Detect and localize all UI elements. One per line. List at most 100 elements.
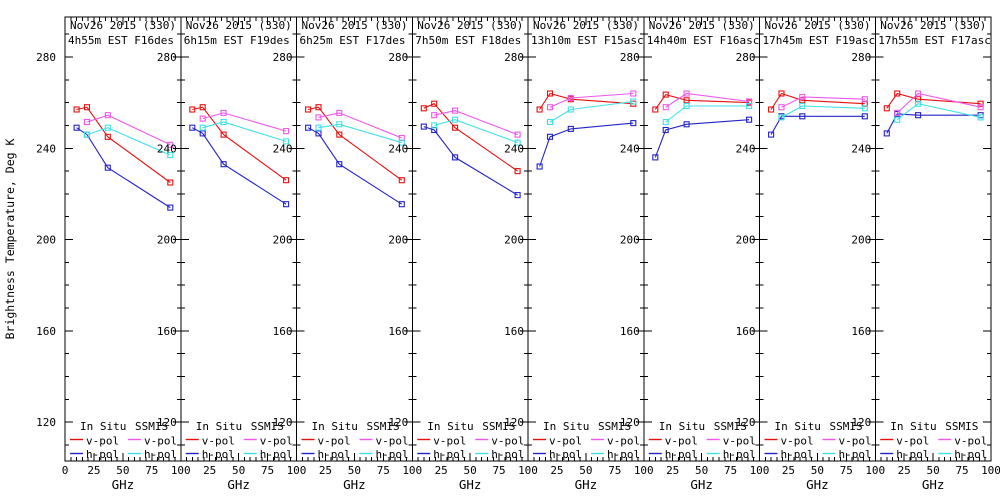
legend-group-title: In Situ	[543, 420, 589, 433]
series-ssmis_v-line	[86, 114, 171, 146]
panel-title-date: Nov26 2015 (330)	[765, 19, 871, 32]
data-point-ssmis_h	[220, 118, 227, 126]
data-point-ssmis_h	[83, 131, 91, 138]
data-point-ssmis_h	[894, 116, 901, 123]
data-point-ssmis_h	[336, 121, 343, 128]
data-point-insitu_h	[305, 124, 312, 131]
y-tick-label: 160	[273, 325, 293, 338]
panel-title-pass: 14h40m EST F16asc	[647, 34, 760, 47]
data-point-insitu_h	[189, 124, 196, 131]
x-tick-label: 75	[608, 464, 621, 477]
data-point-ssmis_v	[778, 104, 785, 111]
y-tick-label: 280	[620, 51, 640, 64]
data-point-insitu_h	[662, 126, 669, 134]
data-point-ssmis_v	[220, 109, 227, 116]
legend-group-title: SSMIS	[714, 420, 747, 433]
data-point-insitu_h	[683, 121, 690, 128]
legend-group-title: SSMIS	[945, 420, 978, 433]
y-tick-label: 160	[36, 325, 56, 338]
legend-label-insitu_h: h-pol	[86, 448, 119, 461]
panel-title-pass: 13h10m EST F15asc	[531, 34, 644, 47]
data-point-insitu_v	[220, 131, 227, 138]
data-point-insitu_v	[305, 106, 312, 113]
data-point-insitu_h	[567, 125, 574, 132]
data-point-ssmis_h	[398, 139, 405, 146]
data-point-ssmis_h	[546, 118, 554, 126]
x-tick-label: 75	[261, 464, 274, 477]
series-insitu_h-line	[654, 119, 750, 158]
y-tick-label: 200	[736, 234, 756, 247]
data-point-ssmis_v	[799, 93, 806, 100]
data-point-ssmis_v	[567, 94, 574, 102]
panel-title-pass: 4h55m EST F16des	[68, 34, 174, 47]
data-point-ssmis_h	[630, 98, 637, 105]
y-tick-label: 200	[36, 234, 56, 247]
legend-label-ssmis_v: v-pol	[839, 435, 872, 448]
x-tick-label: 100	[518, 464, 538, 477]
legend-label-ssmis_v: v-pol	[491, 435, 524, 448]
legend-label-insitu_v: v-pol	[433, 435, 466, 448]
data-point-ssmis_v	[662, 104, 669, 111]
y-tick-label: 120	[273, 416, 293, 429]
series-ssmis_h-line	[781, 105, 865, 118]
series-insitu_v-line	[886, 92, 981, 109]
series-ssmis_v-line	[434, 110, 518, 136]
series-ssmis_h-line	[318, 123, 402, 144]
data-point-insitu_h	[73, 124, 80, 131]
data-point-ssmis_h	[452, 116, 459, 123]
y-tick-label: 160	[388, 325, 408, 338]
legend-label-ssmis_h: h-pol	[144, 448, 177, 461]
data-point-ssmis_v	[336, 109, 343, 116]
data-point-insitu_v	[315, 104, 322, 111]
y-tick-label: 240	[157, 142, 177, 155]
data-point-ssmis_h	[915, 100, 922, 107]
data-point-insitu_v	[199, 104, 206, 111]
data-point-ssmis_v	[861, 96, 868, 103]
panel-title-date: Nov26 2015 (330)	[70, 19, 176, 32]
legend-label-ssmis_h: h-pol	[839, 448, 872, 461]
legend-label-insitu_h: h-pol	[202, 448, 235, 461]
panel-title-date: Nov26 2015 (330)	[302, 19, 408, 32]
x-tick-label: 75	[955, 464, 968, 477]
data-point-insitu_v	[452, 124, 459, 131]
x-tick-label: 25	[319, 464, 332, 477]
data-point-ssmis_h	[167, 152, 174, 159]
x-axis-label: GHz	[227, 477, 250, 492]
legend-label-insitu_h: h-pol	[781, 448, 814, 461]
x-axis-label: GHz	[806, 477, 829, 492]
data-point-insitu_h	[915, 112, 922, 119]
series-ssmis_v-line	[202, 112, 287, 132]
y-tick-label: 280	[504, 51, 524, 64]
legend-label-insitu_v: v-pol	[665, 435, 698, 448]
panel-1: 25 50 75 100 GHz 120 160 200 240 280 Nov26 2015 (3…	[157, 17, 306, 492]
x-axis-label: GHz	[575, 477, 598, 492]
x-tick-label: 50	[695, 464, 708, 477]
y-axis-title: Brightness Temperature, Deg K	[3, 139, 17, 340]
data-point-ssmis_h	[283, 138, 290, 145]
y-tick-label: 240	[388, 142, 408, 155]
data-point-insitu_v	[104, 133, 111, 140]
data-point-insitu_v	[73, 106, 80, 113]
x-tick-label: 100	[634, 464, 654, 477]
data-point-insitu_h	[420, 123, 427, 130]
data-point-ssmis_h	[315, 124, 322, 131]
legend-label-ssmis_h: h-pol	[491, 448, 524, 461]
panel-title-date: Nov26 2015 (330)	[880, 19, 986, 32]
legend-label-insitu_h: h-pol	[433, 448, 466, 461]
y-tick-label: 240	[36, 142, 56, 155]
panel-0: 0 25 50 75 100 GHz 120 160 200 240 280 Nov26 2015 (…	[36, 17, 191, 492]
series-insitu_v-line	[654, 93, 750, 110]
x-tick-label: 100	[981, 464, 1000, 477]
y-tick-label: 160	[736, 325, 756, 338]
y-tick-label: 280	[851, 51, 871, 64]
y-tick-label: 240	[273, 142, 293, 155]
x-tick-label: 25	[550, 464, 563, 477]
data-point-ssmis_h	[683, 102, 690, 110]
data-point-ssmis_h	[104, 124, 111, 131]
axis-ticks	[759, 17, 876, 461]
data-point-insitu_v	[546, 90, 554, 97]
data-point-ssmis_h	[778, 114, 785, 121]
data-point-insitu_h	[861, 113, 868, 120]
data-point-insitu_v	[652, 106, 659, 113]
